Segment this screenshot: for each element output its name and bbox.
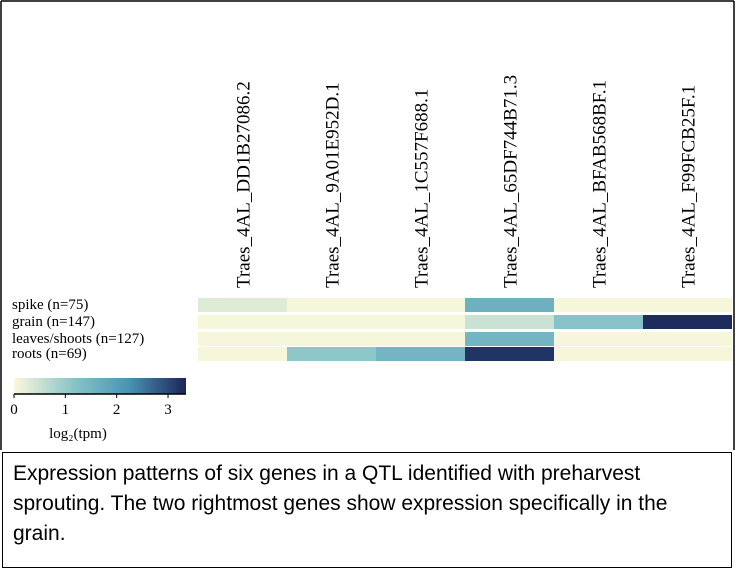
heatmap-cell: [465, 347, 554, 361]
heatmap-cell: [554, 298, 643, 312]
colorbar-tick-label: 2: [113, 402, 121, 418]
heatmap-cell: [376, 332, 465, 346]
heatmap-cell: [198, 298, 287, 312]
heatmap-cell: [287, 315, 376, 329]
heatmap-cell: [287, 298, 376, 312]
heatmap-cell: [376, 347, 465, 361]
chart: Traes_4AL_DD1B27086.2 Traes_4AL_9A01E952D…: [0, 0, 735, 450]
heatmap-cell: [376, 315, 465, 329]
heatmap-cell: [465, 315, 554, 329]
heatmap-cell: [554, 315, 643, 329]
heatmap-cell: [198, 332, 287, 346]
heatmap-cell: [287, 347, 376, 361]
row-label: grain (n=147): [12, 314, 95, 330]
colorbar-label: log₂(tpm): [49, 426, 107, 442]
colorbar: [14, 378, 186, 394]
column-label: Traes_4AL_65DF744B71.3: [501, 75, 522, 288]
heatmap-cell: [465, 298, 554, 312]
heatmap-cell: [643, 347, 732, 361]
colorbar-tick-label: 1: [62, 402, 70, 418]
heatmap-cell: [643, 332, 732, 346]
heatmap-cell: [376, 298, 465, 312]
colorbar-tick-label: 3: [164, 402, 172, 418]
heatmap-cell: [643, 298, 732, 312]
heatmap-cell: [198, 315, 287, 329]
colorbar-tick-label: 0: [10, 402, 18, 418]
heatmap-cell: [554, 347, 643, 361]
column-label: Traes_4AL_DD1B27086.2: [234, 81, 255, 288]
heatmap-cell: [198, 347, 287, 361]
column-label: Traes_4AL_BFAB568BF.1: [590, 80, 611, 288]
heatmap-cell: [554, 332, 643, 346]
heatmap-cell: [643, 315, 732, 329]
column-label: Traes_4AL_F99FCB25F.1: [679, 85, 700, 288]
column-label: Traes_4AL_1C557F688.1: [412, 89, 433, 288]
column-label: Traes_4AL_9A01E952D.1: [323, 82, 344, 288]
row-label: roots (n=69): [12, 346, 87, 362]
row-label: spike (n=75): [12, 297, 88, 313]
row-label: leaves/shoots (n=127): [12, 331, 144, 347]
caption: Expression patterns of six genes in a QT…: [2, 452, 732, 568]
heatmap-cell: [465, 332, 554, 346]
heatmap-cell: [287, 332, 376, 346]
